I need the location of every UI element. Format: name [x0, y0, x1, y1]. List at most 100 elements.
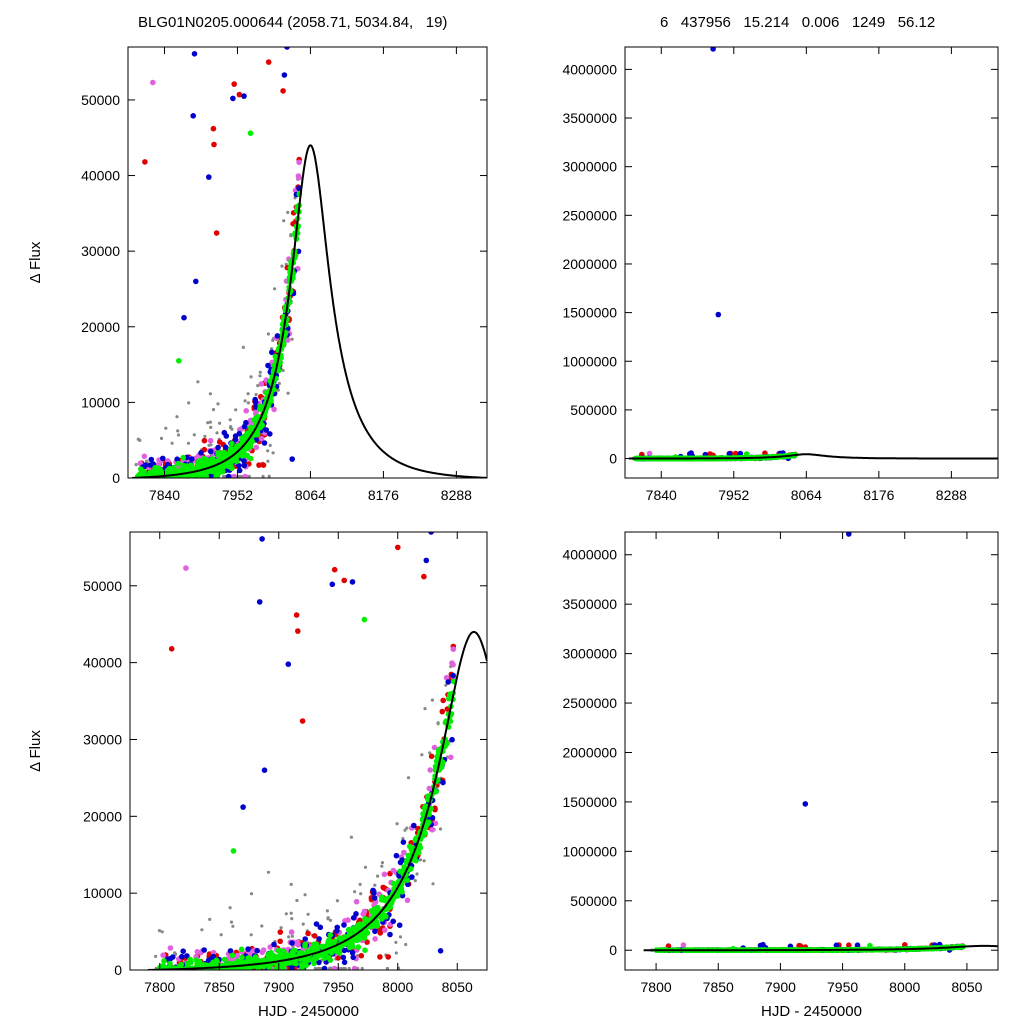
data-point — [249, 933, 253, 937]
data-point — [355, 944, 362, 950]
data-point — [258, 374, 262, 378]
data-point — [710, 47, 716, 52]
data-point — [358, 952, 365, 959]
data-point — [208, 448, 214, 455]
data-point — [340, 954, 347, 961]
y-tick-label: 3500000 — [562, 110, 617, 126]
data-point — [221, 429, 228, 436]
data-point — [228, 418, 232, 422]
data-point — [321, 965, 328, 970]
data-point — [436, 747, 443, 754]
data-point — [370, 887, 376, 894]
data-point — [409, 874, 415, 880]
data-point — [364, 916, 370, 923]
data-point — [261, 440, 268, 446]
data-point — [206, 174, 212, 180]
data-point — [208, 457, 214, 463]
data-point — [249, 375, 253, 379]
data-point — [154, 954, 158, 959]
data-point — [329, 581, 336, 588]
data-point — [854, 942, 861, 948]
data-point — [216, 402, 220, 406]
data-point — [358, 931, 364, 938]
data-point — [273, 954, 280, 960]
data-point — [715, 311, 722, 318]
data-point — [256, 462, 262, 468]
data-point — [317, 966, 321, 970]
data-point — [160, 455, 166, 462]
y-tick-label: 1000000 — [562, 353, 617, 369]
data-point — [258, 381, 265, 387]
data-point — [286, 210, 290, 214]
data-point — [134, 463, 138, 467]
plot-frame — [127, 46, 488, 479]
data-point — [401, 837, 405, 841]
data-point — [286, 391, 290, 395]
data-point — [314, 946, 321, 952]
data-point — [281, 72, 288, 78]
data-point — [266, 449, 270, 453]
data-point — [227, 448, 234, 454]
data-point — [380, 861, 384, 865]
data-point — [280, 264, 284, 268]
y-tick-label: 0 — [112, 470, 120, 486]
data-point — [230, 95, 236, 102]
data-point — [328, 966, 332, 970]
data-point — [341, 959, 348, 966]
data-point — [302, 936, 309, 942]
data-point — [431, 744, 438, 751]
data-point — [361, 616, 368, 623]
data-point — [303, 962, 310, 969]
data-point — [356, 921, 363, 927]
data-point — [342, 966, 346, 970]
x-tick-label: 8176 — [863, 487, 894, 503]
data-point — [336, 935, 343, 941]
y-tick-label: 2500000 — [562, 207, 617, 223]
data-point — [372, 928, 378, 935]
data-point — [253, 444, 260, 451]
data-point — [376, 874, 380, 878]
data-point — [218, 421, 222, 425]
data-point — [422, 859, 426, 863]
data-point — [377, 954, 383, 960]
data-point — [159, 963, 165, 970]
data-point — [171, 464, 177, 471]
data-point — [261, 474, 265, 478]
data-point — [230, 848, 237, 854]
model-curve — [147, 630, 487, 970]
data-point — [277, 938, 284, 945]
data-point — [316, 959, 322, 966]
data-point — [418, 858, 423, 862]
data-point — [313, 966, 317, 970]
data-point — [405, 826, 409, 830]
data-point — [289, 234, 293, 238]
data-point — [176, 433, 181, 437]
data-point — [347, 966, 351, 970]
data-point — [431, 882, 435, 886]
data-point — [413, 879, 417, 883]
data-point — [198, 450, 204, 456]
data-point — [254, 947, 260, 954]
data-points — [628, 47, 998, 462]
data-point — [417, 845, 424, 851]
data-point — [311, 960, 317, 967]
data-point — [245, 955, 252, 961]
data-point — [258, 370, 262, 374]
data-point — [208, 392, 212, 396]
data-point — [726, 450, 733, 457]
data-point — [271, 451, 275, 455]
data-point — [445, 679, 452, 685]
data-point — [201, 947, 207, 953]
data-point — [350, 925, 357, 931]
x-tick-label: 7800 — [144, 979, 175, 995]
data-point — [428, 532, 434, 535]
data-point — [184, 960, 191, 967]
data-point — [215, 450, 221, 456]
data-point — [450, 661, 456, 668]
y-tick-label: 20000 — [83, 808, 122, 824]
x-tick-label: 8050 — [442, 979, 473, 995]
data-point — [349, 950, 356, 956]
data-point — [231, 81, 237, 87]
data-point — [351, 965, 358, 970]
y-tick-label: 3000000 — [562, 159, 617, 175]
